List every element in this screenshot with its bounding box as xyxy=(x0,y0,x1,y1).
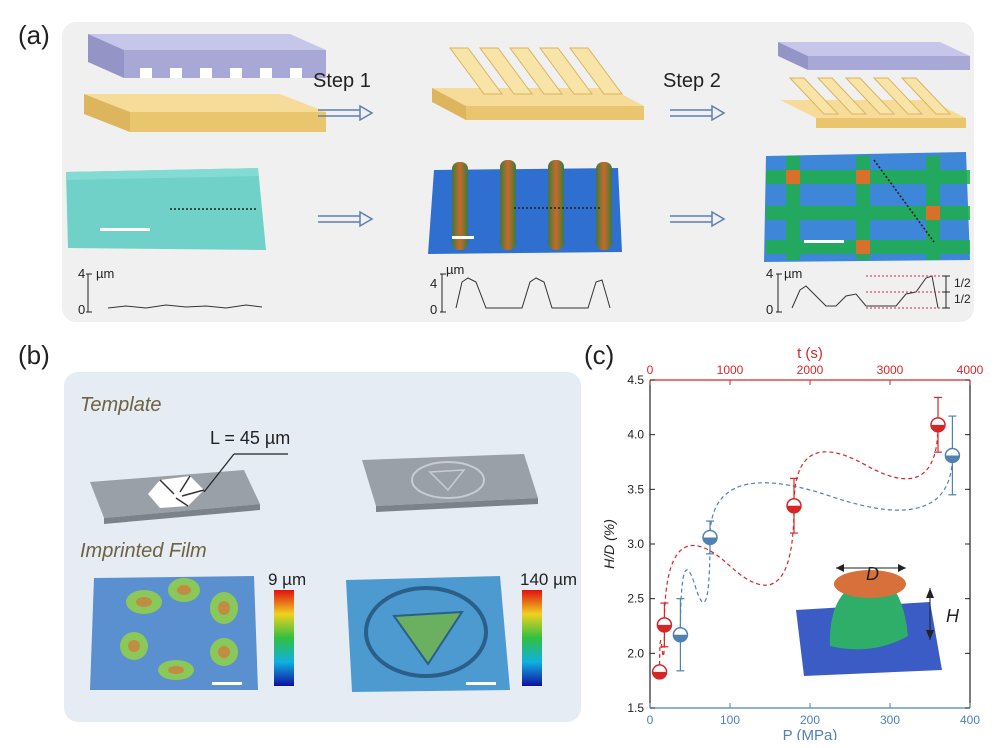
step1-label: Step 1 xyxy=(313,70,371,92)
imprinted-emblem-map xyxy=(346,576,510,692)
data-point-fill xyxy=(652,671,667,679)
data-point-fill xyxy=(703,537,717,545)
colorbar-2 xyxy=(522,590,542,686)
colorbar1-max: 9 µm xyxy=(268,570,307,589)
template-emblem xyxy=(362,454,538,512)
x-tick-label-top: 1000 xyxy=(717,363,744,377)
data-point-fill xyxy=(787,505,801,513)
fit-curves xyxy=(659,424,953,672)
profile3-unit: µm xyxy=(784,266,803,281)
chart-axes: 1.52.02.53.03.54.04.50 100 200 300 4000 1000 2… xyxy=(601,345,984,740)
x-tick-label-bottom: 400 xyxy=(960,713,980,727)
y-tick-label: 1.5 xyxy=(627,701,644,715)
y-tick-label: 2.5 xyxy=(627,592,644,606)
step1-arrow xyxy=(318,104,374,122)
profile1-tick-bottom: 0 xyxy=(78,302,86,317)
imprinted-film-label: Imprinted Film xyxy=(80,540,207,562)
length-annotation: L = 45 µm xyxy=(210,428,291,448)
panel-b-letter: (b) xyxy=(18,340,50,370)
x-tick-label-top: 4000 xyxy=(957,363,984,377)
fit-curve xyxy=(659,424,939,672)
x-axis-title-bottom: P (MPa) xyxy=(783,727,838,740)
grooved-film-middle xyxy=(432,47,644,120)
grooved-film-map xyxy=(428,160,622,254)
profile1-tick-top: 4 xyxy=(78,266,86,281)
y-tick-label: 4.5 xyxy=(627,373,644,387)
panel-b-illustrations xyxy=(90,453,542,692)
inset-label-d: D xyxy=(866,564,879,584)
colorbar2-max: 140 µm xyxy=(520,570,578,589)
x-axis-title-top: t (s) xyxy=(797,345,823,362)
profile3-tick-bottom: 0 xyxy=(766,302,774,317)
profile-crossed xyxy=(776,273,950,313)
template-label: Template xyxy=(80,394,162,416)
x-tick-label-top: 0 xyxy=(647,363,654,377)
x-tick-label-top: 2000 xyxy=(797,363,824,377)
step2-label: Step 2 xyxy=(663,70,721,92)
panel-a-surface-maps xyxy=(66,152,970,262)
data-point-fill xyxy=(945,455,960,463)
profile-flat xyxy=(86,273,263,313)
template-hexagon xyxy=(90,453,288,524)
panel-a-letter: (a) xyxy=(18,20,50,50)
profile3-tick-top: 4 xyxy=(766,266,774,281)
chart-marks xyxy=(651,396,961,680)
y-tick-label: 4.0 xyxy=(627,428,644,442)
y-axis-title: H/D (%) xyxy=(601,519,617,569)
profile2-tick-bottom: 0 xyxy=(430,302,438,317)
mold-stamp-left xyxy=(88,34,326,78)
x-tick-label-bottom: 300 xyxy=(880,713,900,727)
inset-label-h: H xyxy=(946,606,959,626)
colorbar-1 xyxy=(274,590,294,686)
imprinted-hexagon-map xyxy=(90,576,258,690)
film-left xyxy=(84,94,326,132)
crossed-film-map xyxy=(764,152,970,262)
flat-film-map xyxy=(66,168,266,250)
hd-ratio-chart: 1.52.02.53.03.54.04.50 100 200 300 4000 1000 2… xyxy=(601,345,984,740)
panel-c-letter: (c) xyxy=(584,340,615,370)
data-point-fill xyxy=(673,634,688,642)
fit-curve xyxy=(679,455,953,635)
half-label-bottom: 1/2 xyxy=(954,292,971,306)
profile1-unit: µm xyxy=(96,266,115,281)
y-tick-label: 3.5 xyxy=(627,482,644,496)
x-tick-label-bottom: 100 xyxy=(720,713,740,727)
x-tick-label-bottom: 0 xyxy=(647,713,654,727)
data-point-fill xyxy=(657,624,672,632)
inset-dome xyxy=(796,564,942,676)
profile2-unit: µm xyxy=(446,262,465,277)
x-tick-label-top: 3000 xyxy=(877,363,904,377)
panel-a-3d-illustrations xyxy=(84,34,970,132)
step2-arrow xyxy=(670,104,726,122)
y-tick-label: 2.0 xyxy=(627,646,644,660)
data-point-fill xyxy=(931,424,945,432)
x-tick-label-bottom: 200 xyxy=(800,713,820,727)
y-tick-label: 3.0 xyxy=(627,537,644,551)
profile2-tick-top: 4 xyxy=(430,276,438,291)
profile-grooved xyxy=(440,273,611,313)
crossed-stack-right xyxy=(778,42,970,128)
half-label-top: 1/2 xyxy=(954,276,971,290)
panel-a-height-profiles xyxy=(86,273,950,313)
